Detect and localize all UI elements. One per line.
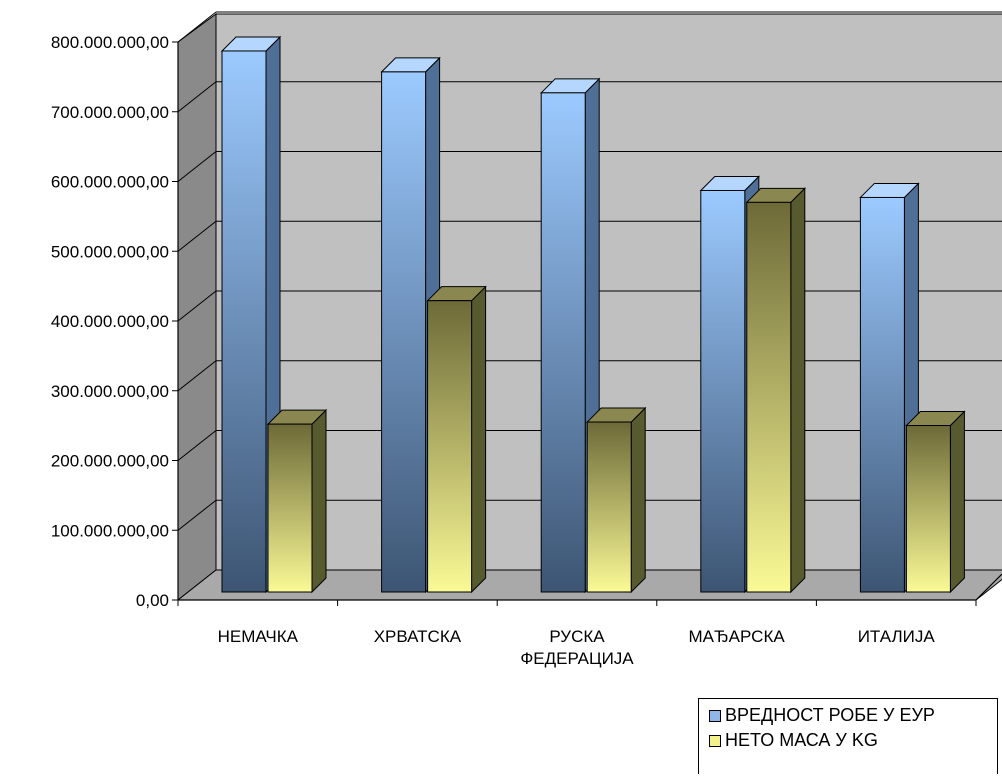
legend-swatch-series-1 [709, 709, 721, 722]
y-tick-label: 400.000.000,00 [51, 312, 169, 331]
bar-side [630, 406, 646, 594]
bars [220, 35, 966, 594]
bar-side [790, 187, 806, 594]
y-tick-label: 300.000.000,00 [51, 382, 169, 401]
legend-label-series-1: ВРЕДНОСТ РОБЕ У ЕУР [725, 705, 935, 725]
legend-item-series-1: ВРЕДНОСТ РОБЕ У ЕУР [709, 705, 935, 726]
bar [746, 201, 792, 593]
gridline-diagonal [177, 220, 217, 252]
y-tick-label: 600.000.000,00 [51, 173, 169, 192]
bar [381, 71, 427, 593]
side-wall [177, 13, 217, 602]
axes [172, 41, 1002, 606]
legend: ВРЕДНОСТ РОБЕ У ЕУР НЕТО МАСА У KG [698, 698, 998, 774]
x-tick-label: НЕМАЧКА [218, 627, 299, 646]
y-tick-label: 500.000.000,00 [51, 242, 169, 261]
bar-side [471, 285, 487, 594]
y-tick-label: 800.000.000,00 [51, 33, 169, 52]
bar [540, 92, 586, 593]
bar [905, 425, 951, 593]
gridline-diagonal [177, 499, 217, 531]
gridline-diagonal [177, 11, 217, 43]
x-tick-label: ХРВАТСКА [374, 627, 462, 646]
x-tick-label: ИТАЛИЈА [858, 627, 936, 646]
bar [221, 50, 267, 593]
gridline-diagonal [177, 151, 217, 182]
x-tick-label: МАЂАРСКА [688, 627, 785, 646]
x-axis-depth-line [975, 573, 1002, 601]
legend-item-series-2: НЕТО МАСА У KG [709, 730, 878, 751]
axis-labels: 0,00 100.000.000,00 200.000.000,00 300.000.… [51, 33, 936, 668]
y-tick-label: 0,00 [136, 591, 169, 610]
y-tick-label: 100.000.000,00 [51, 521, 169, 540]
bar [859, 196, 905, 593]
y-tick-label: 700.000.000,00 [51, 103, 169, 122]
gridline-diagonal [177, 290, 217, 322]
bar [427, 300, 473, 593]
gridline-diagonal [177, 81, 217, 113]
gridline-diagonal [177, 430, 217, 461]
bar [586, 421, 632, 593]
bar [700, 189, 746, 593]
gridline-diagonal [177, 360, 217, 392]
x-tick-label: РУСКА ФЕДЕРАЦИЈА [520, 627, 634, 668]
bar-side [311, 408, 327, 594]
legend-label-series-2: НЕТО МАСА У KG [725, 730, 878, 750]
bar-side [949, 410, 965, 594]
bar [267, 423, 313, 593]
y-tick-label: 200.000.000,00 [51, 452, 169, 471]
legend-swatch-series-2 [709, 734, 721, 747]
